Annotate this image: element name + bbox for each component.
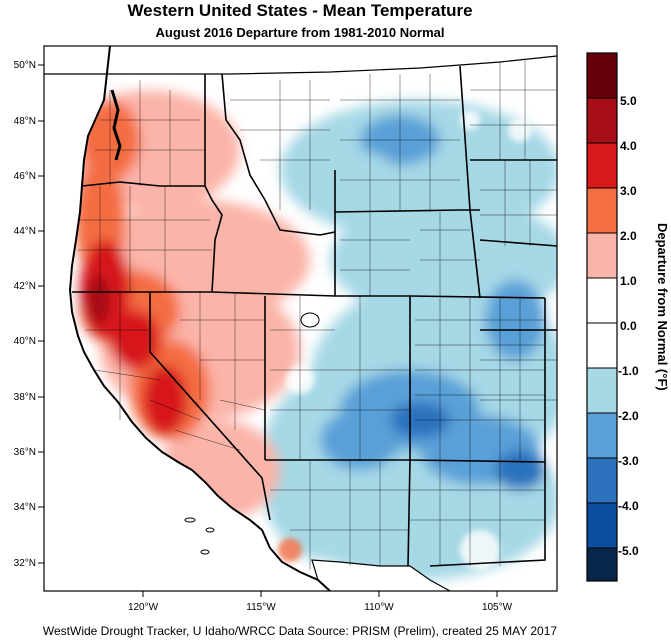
colorbar-tick-label: 2.0 xyxy=(620,229,637,243)
longitude-axis: 120°W 115°W 110°W 105°W xyxy=(128,591,513,613)
footer-credit: WestWide Drought Tracker, U Idaho/WRCC D… xyxy=(42,624,558,638)
colorbar-swatch xyxy=(587,98,617,143)
colorbar-tick-label: 1.0 xyxy=(620,274,637,288)
colorbar-swatch xyxy=(587,188,617,233)
puget-sound xyxy=(110,89,122,161)
channel-island xyxy=(205,527,215,533)
colorbar-swatch xyxy=(587,503,617,548)
colorbar-tick-label: -3.0 xyxy=(618,454,639,468)
lat-label: 42°N xyxy=(14,281,36,292)
colorbar-tick-label: -1.0 xyxy=(618,364,639,378)
colorbar-swatch xyxy=(587,233,617,278)
lon-label: 110°W xyxy=(364,602,394,613)
lat-label: 38°N xyxy=(14,392,36,403)
colorbar-swatch xyxy=(587,413,617,458)
lon-label: 120°W xyxy=(128,602,159,613)
lon-label: 115°W xyxy=(246,602,276,613)
colorbar-title: Departure from Normal (°F) xyxy=(655,223,670,391)
mexico-mask xyxy=(312,560,450,591)
colorbar-swatch xyxy=(587,143,617,188)
canada-border xyxy=(44,55,557,75)
county-lines xyxy=(78,60,557,591)
colorbar-frame xyxy=(586,52,618,582)
channel-island xyxy=(184,517,196,523)
lat-label: 50°N xyxy=(14,60,36,71)
lat-label: 44°N xyxy=(14,226,36,237)
colorbar-swatch xyxy=(587,548,617,581)
colorbar-tick-label: 0.0 xyxy=(620,319,637,333)
lon-label: 105°W xyxy=(482,602,513,613)
colorbar-swatch xyxy=(587,368,617,413)
colorbar-tick-label: -4.0 xyxy=(618,499,639,513)
great-salt-lake xyxy=(300,312,320,328)
colorbar-tick-label: -5.0 xyxy=(618,544,639,558)
lat-label: 32°N xyxy=(14,558,36,569)
lat-label: 34°N xyxy=(14,502,36,513)
colorbar-tick-label: 4.0 xyxy=(620,139,637,153)
anomaly-field xyxy=(44,46,557,591)
channel-island xyxy=(200,549,210,555)
map-title: Western United States - Mean Temperature xyxy=(127,1,473,20)
colorbar: 5.0 4.0 3.0 2.0 1.0 0.0 -1.0 -2.0 -3.0 -… xyxy=(586,52,670,582)
pacific-ocean xyxy=(44,46,330,591)
colorbar-swatch xyxy=(587,458,617,503)
lat-label: 36°N xyxy=(14,447,36,458)
colorbar-swatch xyxy=(587,323,617,368)
lat-label: 48°N xyxy=(14,116,36,127)
lat-label: 40°N xyxy=(14,336,36,347)
colorbar-tick-label: -2.0 xyxy=(618,409,639,423)
colorbar-swatch xyxy=(587,53,617,98)
map-subtitle: August 2016 Departure from 1981-2010 Nor… xyxy=(155,25,445,40)
colorbar-swatch xyxy=(587,278,617,323)
colorbar-tick-label: 3.0 xyxy=(620,184,637,198)
map-frame xyxy=(43,45,558,592)
latitude-axis: 50°N 48°N 46°N 44°N 42°N 40°N 38°N 36°N … xyxy=(14,60,44,569)
colorbar-tick-label: 5.0 xyxy=(620,94,637,108)
lat-label: 46°N xyxy=(14,171,36,182)
